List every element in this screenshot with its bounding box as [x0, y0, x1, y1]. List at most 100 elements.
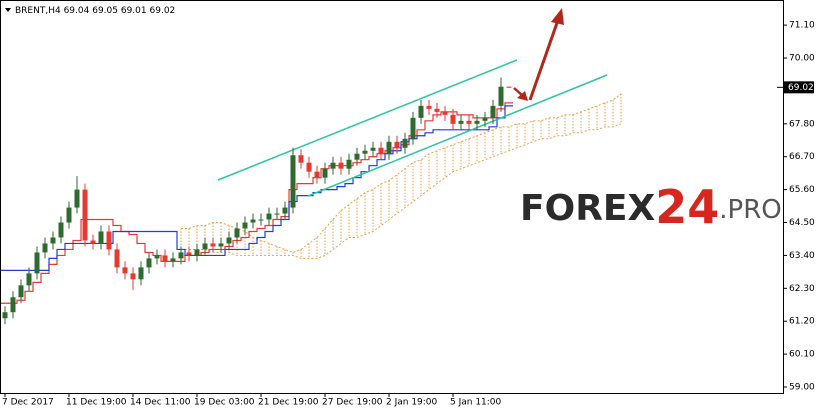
candle-body — [74, 189, 80, 208]
forecast-arrow — [528, 8, 564, 101]
candles — [2, 77, 512, 325]
candle-body — [58, 222, 64, 238]
x-tick-label: 14 Dec 11:00 — [130, 398, 191, 408]
candle-body — [154, 255, 160, 259]
candle-body — [362, 150, 368, 154]
x-tick-label: 7 Dec 2017 — [2, 398, 54, 408]
candle-body — [490, 105, 496, 118]
candle-body — [202, 243, 208, 250]
candle-body — [114, 249, 120, 268]
candle-body — [426, 105, 432, 109]
candle-body — [466, 120, 472, 124]
cloud-edge — [181, 123, 622, 259]
plot-frame — [0, 0, 784, 394]
candle-body — [50, 237, 56, 244]
candle-body — [250, 219, 256, 223]
candle-body — [106, 231, 112, 250]
watermark-forex: FOREX — [520, 188, 656, 229]
candle-body — [442, 111, 448, 115]
y-tick-label: 62.30 — [789, 284, 815, 294]
x-tick-label: 5 Jan 11:00 — [450, 398, 502, 408]
pullback-arrow — [513, 87, 528, 101]
low-value: 69.01 — [121, 6, 147, 16]
candle-body — [82, 189, 88, 241]
candle-body — [402, 138, 408, 148]
candle-body — [394, 141, 400, 148]
y-tick-label: 61.20 — [789, 317, 815, 327]
candle-body — [306, 162, 312, 172]
axes: 59.00 60.10 61.20 62.30 63.40 64.50 65.60 66.70… — [2, 21, 815, 408]
open-value: 69.04 — [64, 6, 90, 16]
candle-body — [130, 273, 136, 280]
watermark: FOREX24.PRO — [520, 180, 782, 234]
y-tick-label: 64.50 — [789, 218, 815, 228]
candle-body — [2, 312, 8, 319]
y-tick-label: 67.80 — [789, 119, 815, 129]
candle-body — [418, 105, 424, 118]
candle-body — [26, 273, 32, 286]
price-label: 69.02 — [788, 83, 814, 93]
high-value: 69.05 — [92, 6, 118, 16]
candle-body — [210, 243, 216, 247]
y-tick-label: 70.00 — [789, 54, 815, 64]
watermark-pro: .PRO — [719, 195, 781, 225]
candle-body — [42, 243, 48, 253]
candle-body — [410, 117, 416, 139]
candle-body — [18, 285, 24, 298]
cloud-edge — [181, 93, 622, 253]
candle-body — [314, 171, 320, 178]
candle-body — [434, 108, 440, 112]
candle-body — [194, 249, 200, 256]
candle-body — [482, 117, 488, 121]
candle-body — [498, 86, 504, 106]
candle-body — [90, 240, 96, 244]
candle-body — [378, 147, 384, 154]
y-tick-label: 66.70 — [789, 152, 815, 162]
candle-body — [290, 155, 296, 208]
indicator-line — [1, 102, 513, 304]
candle-body — [66, 207, 72, 223]
close-value: 69.02 — [150, 6, 176, 16]
candle-body — [162, 255, 168, 262]
candle-body — [146, 258, 152, 268]
candle-body — [474, 120, 480, 124]
candle-body — [122, 267, 128, 274]
candle-body — [266, 213, 272, 220]
header-triangle — [5, 8, 11, 12]
y-tick-label: 65.60 — [789, 185, 815, 195]
candle-body — [98, 231, 104, 244]
price-box — [784, 81, 814, 94]
candle-body — [34, 252, 40, 274]
candle-body — [282, 207, 288, 214]
indicator-line — [1, 105, 513, 271]
candle-body — [274, 213, 280, 215]
symbol: BRENT,H4 — [15, 6, 61, 16]
candle-body — [234, 228, 240, 238]
candle-body — [218, 243, 224, 247]
candle-body — [386, 141, 392, 154]
candle-body — [450, 114, 456, 124]
candle-body — [138, 267, 144, 280]
candle-body — [506, 86, 512, 88]
header: BRENT,H4 69.04 69.05 69.01 69.02 — [15, 6, 175, 16]
y-tick-label: 71.10 — [789, 21, 815, 31]
candle-body — [10, 297, 16, 313]
candle-body — [370, 147, 376, 151]
channel-upper — [217, 59, 518, 181]
indicator-lines — [1, 102, 513, 304]
candle-body — [178, 252, 184, 259]
x-tick-label: 2 Jan 19:00 — [386, 398, 438, 408]
candle-body — [226, 237, 232, 244]
candle-body — [170, 258, 176, 262]
candle-body — [346, 159, 352, 169]
candle-body — [322, 168, 328, 178]
y-tick-label: 60.10 — [789, 350, 815, 360]
candle-body — [354, 153, 360, 160]
x-tick-label: 11 Dec 19:00 — [66, 398, 127, 408]
x-tick-label: 19 Dec 03:00 — [194, 398, 255, 408]
candle-body — [458, 120, 464, 124]
x-tick-label: 21 Dec 19:00 — [258, 398, 319, 408]
x-tick-label: 27 Dec 19:00 — [322, 398, 383, 408]
